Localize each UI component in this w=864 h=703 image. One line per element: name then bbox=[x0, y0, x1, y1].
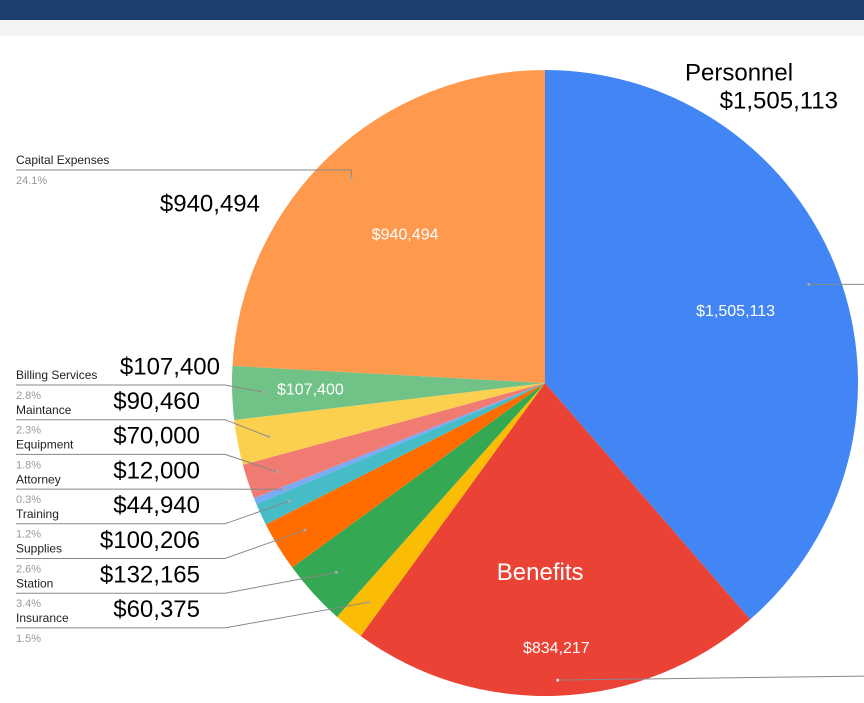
percent-label: 0.3% bbox=[16, 494, 41, 506]
category-label: Personnel bbox=[685, 59, 793, 86]
value-label: $12,000 bbox=[113, 457, 200, 484]
leader-dot bbox=[334, 570, 338, 574]
leader-dot bbox=[303, 528, 307, 532]
leader-dot bbox=[366, 600, 370, 604]
percent-label: 24.1% bbox=[16, 175, 47, 187]
category-label: Attorney bbox=[16, 472, 61, 486]
category-label: Insurance bbox=[16, 611, 69, 625]
leader-dot bbox=[266, 435, 270, 439]
percent-label: 2.6% bbox=[16, 563, 41, 575]
category-label: Supplies bbox=[16, 542, 62, 556]
leader-line bbox=[16, 500, 290, 525]
value-label: $107,400 bbox=[120, 353, 220, 380]
leader-dot bbox=[287, 499, 291, 503]
percent-label: 2.3% bbox=[16, 425, 41, 437]
inside-value-label: $940,494 bbox=[372, 226, 439, 243]
category-label: Benefits bbox=[497, 559, 584, 586]
pie-slice bbox=[232, 69, 545, 384]
leader-dot bbox=[282, 487, 286, 491]
pie-slice bbox=[292, 383, 545, 617]
value-label: $70,000 bbox=[113, 423, 200, 450]
pie-slice bbox=[234, 383, 546, 465]
category-label: Equipment bbox=[16, 438, 74, 452]
leader-dot bbox=[261, 390, 265, 394]
leader-dot bbox=[276, 470, 280, 474]
inside-value-label: $834,217 bbox=[523, 640, 590, 657]
leader-line bbox=[16, 169, 352, 179]
inside-value-label: $107,400 bbox=[277, 382, 344, 399]
pie-slice bbox=[265, 383, 545, 568]
pie-slice bbox=[256, 383, 545, 525]
value-label: $100,206 bbox=[100, 527, 200, 554]
value-label: $90,460 bbox=[113, 388, 200, 415]
pie-slice bbox=[242, 383, 545, 499]
category-label: Station bbox=[16, 576, 53, 590]
leader-line bbox=[16, 453, 278, 473]
value-label: $44,940 bbox=[113, 492, 200, 519]
category-label: Maintance bbox=[16, 403, 72, 417]
value-label: $940,494 bbox=[160, 190, 260, 217]
pie-slice bbox=[336, 383, 545, 636]
pie-slice bbox=[545, 70, 859, 620]
pie-slice bbox=[254, 383, 545, 504]
percent-label: 1.8% bbox=[16, 459, 41, 471]
pie-slice bbox=[232, 365, 545, 421]
percent-label: 1.2% bbox=[16, 529, 41, 541]
percent-label: 3.4% bbox=[16, 598, 41, 610]
leader-line bbox=[16, 384, 264, 393]
leader-line bbox=[16, 571, 337, 594]
labels: $1,505,113 $834,217 $107,400 $940,494 Insura… bbox=[16, 59, 864, 682]
header-band bbox=[0, 20, 864, 36]
leader-dot bbox=[349, 176, 353, 180]
leader-dot bbox=[556, 678, 560, 682]
header-bar bbox=[0, 0, 864, 20]
category-label: Training bbox=[16, 507, 59, 521]
leader-line bbox=[16, 419, 269, 438]
pie-slice bbox=[360, 383, 751, 697]
percent-label: 2.8% bbox=[16, 390, 41, 402]
category-label: Billing Services bbox=[16, 368, 97, 382]
leader-dot bbox=[807, 282, 811, 286]
leader-line bbox=[16, 601, 369, 629]
category-label: Capital Expenses bbox=[16, 153, 109, 167]
leader-line bbox=[16, 529, 305, 559]
percent-label: 1.5% bbox=[16, 633, 41, 645]
value-label: $132,165 bbox=[100, 562, 200, 589]
value-label: $60,375 bbox=[113, 596, 200, 623]
value-label: $1,505,113 bbox=[720, 87, 838, 114]
inside-value-label: $1,505,113 bbox=[696, 303, 775, 320]
leader-line bbox=[557, 675, 864, 681]
pie bbox=[232, 69, 859, 697]
